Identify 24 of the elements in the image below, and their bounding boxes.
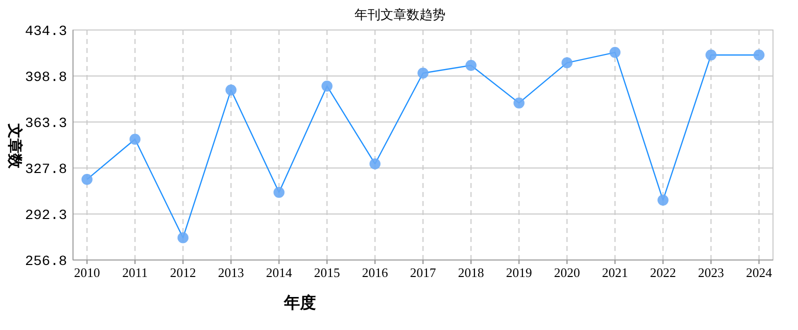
y-tick-label: 327.8: [24, 162, 67, 178]
x-axis-title: 年度: [283, 293, 316, 312]
x-tick-label: 2018: [458, 265, 484, 280]
x-tick-label: 2010: [74, 265, 100, 280]
x-tick-label: 2024: [746, 265, 772, 280]
x-tick-label: 2015: [314, 265, 340, 280]
x-tick-label: 2011: [122, 265, 148, 280]
x-tick-label: 2022: [650, 265, 676, 280]
y-tick-label: 434.3: [24, 24, 67, 40]
x-tick-label: 2014: [266, 265, 292, 280]
chart-title: 年刊文章数趋势: [354, 8, 446, 23]
x-tick-label: 2023: [698, 265, 724, 280]
x-tick-label: 2013: [218, 265, 244, 280]
y-tick-label: 256.8: [24, 254, 67, 270]
x-tick-label: 2017: [410, 265, 436, 280]
x-tick-label: 2012: [170, 265, 196, 280]
x-tick-label: 2019: [506, 265, 532, 280]
y-tick-label: 292.3: [24, 208, 67, 224]
y-tick-label: 398.8: [24, 70, 67, 86]
y-tick-label: 363.3: [24, 116, 67, 132]
x-tick-label: 2021: [602, 265, 628, 280]
y-axis-title: 文章数: [6, 122, 24, 170]
x-tick-label: 2020: [554, 265, 580, 280]
x-tick-label: 2016: [362, 265, 388, 280]
